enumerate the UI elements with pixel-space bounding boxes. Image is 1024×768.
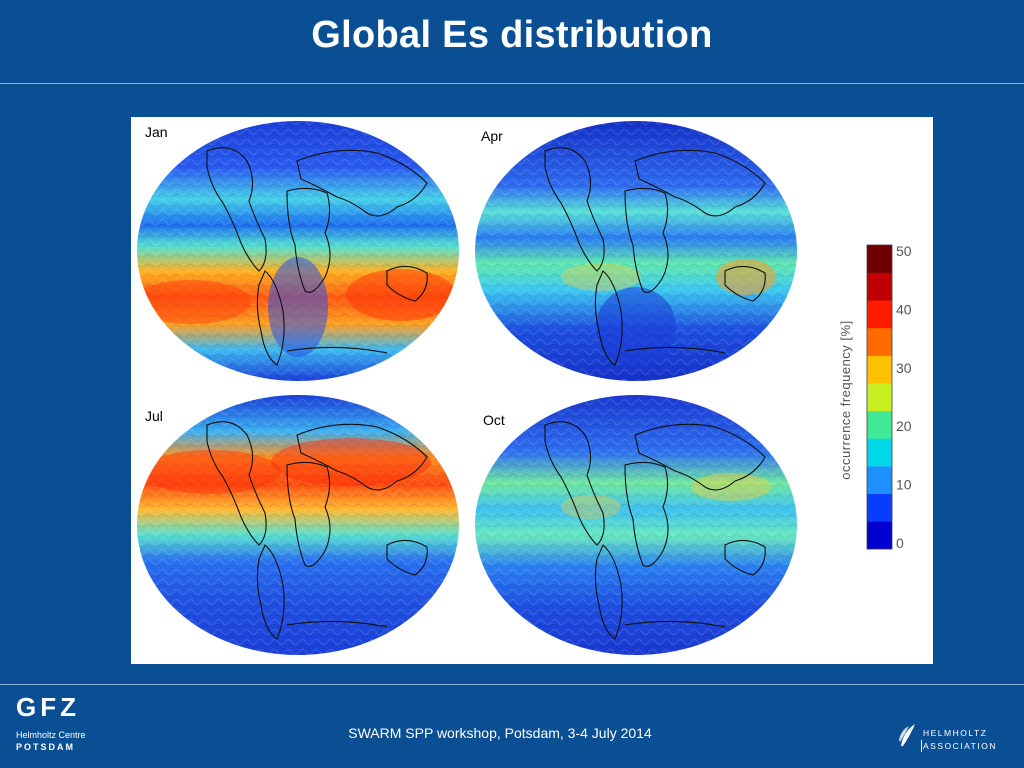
footer-divider xyxy=(0,684,1024,685)
es-distribution-figure: Jan Apr xyxy=(137,121,912,655)
map-jul: Jul xyxy=(137,395,459,655)
colorbar-segment xyxy=(867,410,892,439)
gfz-logo-line2: POTSDAM xyxy=(16,742,75,752)
colorbar-tick-label: 10 xyxy=(896,477,912,493)
colorbar-segment xyxy=(867,521,892,550)
map-label-jul: Jul xyxy=(145,408,163,424)
helmholtz-logo-line1: HELMHOLTZ xyxy=(923,728,988,738)
map-oct: Oct xyxy=(475,395,797,655)
colorbar: occurrence frequency [%] 50 40 30 20 10 0 xyxy=(838,243,912,551)
colorbar-segment xyxy=(867,493,892,522)
colorbar-segment xyxy=(867,355,892,384)
figure-panel: Jan Apr xyxy=(131,117,933,664)
map-label-apr: Apr xyxy=(481,128,503,144)
map-jan: Jan xyxy=(137,121,459,381)
helmholtz-logo: HELMHOLTZ ASSOCIATION xyxy=(895,716,1020,756)
colorbar-segment xyxy=(867,438,892,467)
colorbar-tick-label: 40 xyxy=(896,301,912,317)
colorbar-segment xyxy=(867,300,892,329)
colorbar-tick-label: 30 xyxy=(896,360,912,376)
footer-text: SWARM SPP workshop, Potsdam, 3-4 July 20… xyxy=(348,725,652,741)
helmholtz-leaf-icon xyxy=(899,724,915,746)
colorbar-segment xyxy=(867,272,892,301)
helmholtz-logo-line2: ASSOCIATION xyxy=(923,741,997,751)
map-label-oct: Oct xyxy=(483,412,505,428)
colorbar-segment xyxy=(867,327,892,356)
colorbar-label: occurrence frequency [%] xyxy=(838,320,853,479)
colorbar-segment xyxy=(867,466,892,495)
slide-title: Global Es distribution xyxy=(311,14,713,56)
map-apr: Apr xyxy=(475,121,797,381)
colorbar-segment xyxy=(867,245,892,273)
colorbar-tick-label: 0 xyxy=(896,535,904,551)
map-label-jan: Jan xyxy=(145,124,168,140)
title-divider xyxy=(0,83,1024,84)
gfz-logo: GFZ Helmholtz Centre POTSDAM xyxy=(10,692,130,762)
gfz-logo-letters: GFZ xyxy=(16,692,80,722)
gfz-logo-line1: Helmholtz Centre xyxy=(16,730,86,740)
colorbar-segment xyxy=(867,383,892,412)
colorbar-frame xyxy=(866,244,893,550)
helmholtz-separator xyxy=(921,740,922,752)
colorbar-tick-label: 20 xyxy=(896,418,912,434)
colorbar-tick-label: 50 xyxy=(896,243,912,259)
